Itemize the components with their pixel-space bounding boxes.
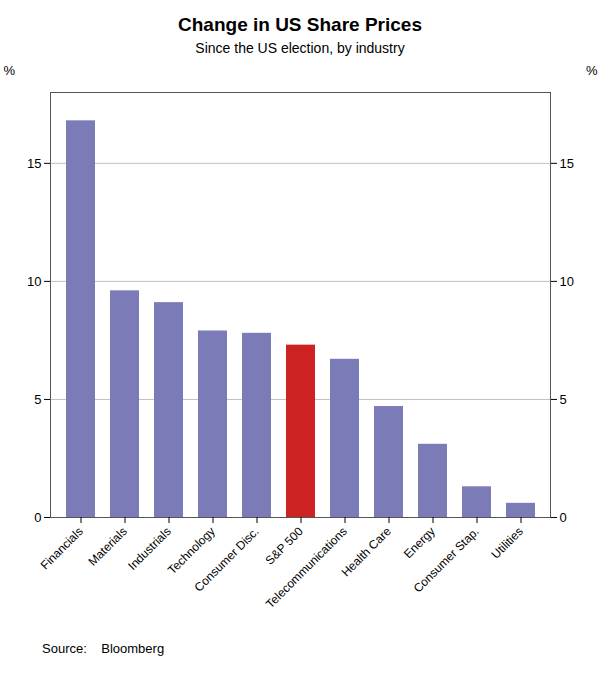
svg-text:15: 15 <box>27 155 41 170</box>
svg-text:Consumer Disc.: Consumer Disc. <box>192 524 262 594</box>
svg-text:10: 10 <box>560 274 574 289</box>
svg-text:%: % <box>4 63 16 78</box>
svg-text:0: 0 <box>560 510 567 525</box>
svg-text:Telecommunications: Telecommunications <box>263 524 350 611</box>
svg-text:Energy: Energy <box>401 524 438 561</box>
html-text:Since the US election, by indu: Since the US election, by industry <box>195 40 405 56</box>
svg-text:5: 5 <box>34 392 41 407</box>
svg-text:Health Care: Health Care <box>339 524 394 579</box>
svg-text:Technology: Technology <box>165 524 218 578</box>
svg-text:Financials: Financials <box>38 524 86 572</box>
svg-text:Materials: Materials <box>86 524 130 568</box>
svg-text:S&P 500: S&P 500 <box>263 524 306 567</box>
svg-text:%: % <box>586 63 598 78</box>
svg-text:10: 10 <box>27 274 41 289</box>
svg-text:5: 5 <box>560 392 567 407</box>
html-text:Source: Bloomberg: Source: Bloomberg <box>42 641 165 656</box>
svg-text:Utilities: Utilities <box>489 524 526 561</box>
svg-text:15: 15 <box>560 155 574 170</box>
svg-text:Industrials: Industrials <box>125 524 174 573</box>
svg-text:0: 0 <box>34 510 41 525</box>
svg-text:Consumer Stap.: Consumer Stap. <box>411 524 482 595</box>
html-text:Change in US Share Prices: Change in US Share Prices <box>178 14 422 35</box>
